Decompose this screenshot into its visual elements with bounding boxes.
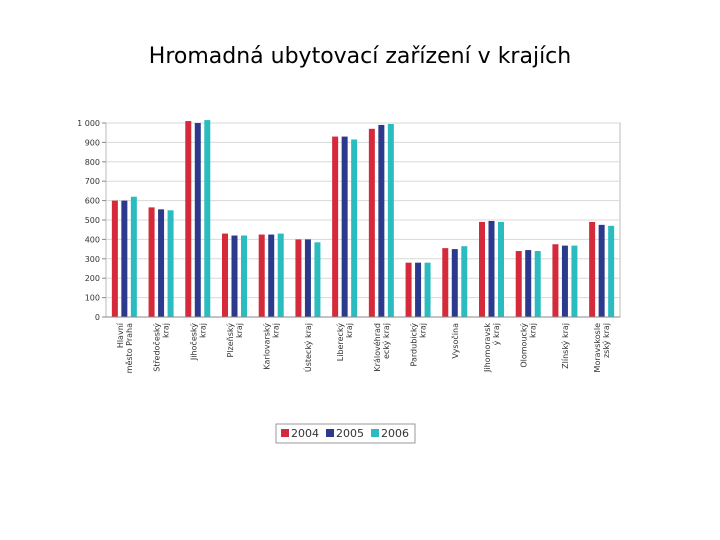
grid-lines [106,122,620,299]
bar-2005 [378,124,385,317]
category-label: Jihomoravsk [483,323,492,373]
legend-label: 2005 [336,427,364,440]
bar-2005 [415,262,422,317]
category-label: kraj [235,323,244,338]
bar-2006 [241,235,247,317]
bar-2006 [314,242,321,317]
category-label: ecký kraj [382,323,391,359]
bar-2005 [488,220,495,317]
bar-2006 [130,196,137,317]
category-label: Karlovarský [263,323,272,370]
bar-2006 [534,251,541,317]
bar-2004 [148,207,155,317]
category-label: kraj [272,323,281,338]
bar-2004 [332,136,339,317]
bar-2005 [194,123,201,317]
category-label: Moravskosle [593,323,602,373]
bars [111,120,615,317]
category-label: Ústecký kraj [302,323,313,372]
y-tick-label: 1 000 [77,119,100,128]
category-label: Olomoucký [520,323,529,368]
legend-label: 2004 [291,427,319,440]
bar-2006 [277,233,284,317]
category-label: kraj [529,323,538,338]
y-tick-label: 200 [85,274,100,283]
bar-2005 [158,209,165,317]
category-label: kraj [419,323,428,338]
category-label: Liberecký [336,323,345,361]
y-tick-label: 800 [85,158,100,167]
y-tick-label: 400 [85,235,100,244]
slide-title: Hromadná ubytovací zařízení v krajích [148,44,572,69]
bar-2004 [479,221,485,317]
category-label: Vysočina [450,323,460,359]
category-label: ý kraj [492,323,501,345]
category-label: Královéhrad [372,323,382,372]
bar-2004 [589,221,596,317]
category-label: zský kraj [602,323,611,358]
bar-2006 [387,123,394,317]
legend-swatch [371,429,379,437]
category-label: Jihočeský [188,323,198,361]
bar-2004 [405,262,412,317]
bar-2004 [222,233,228,317]
x-axis: Hlavní město Praha Středočeský kraj Jihočesk… [106,316,620,373]
bar-2004 [552,244,559,317]
category-label: Pardubický [410,323,419,367]
y-tick-label: 300 [85,255,100,264]
legend-label: 2006 [381,427,409,440]
category-label: kraj [162,323,171,338]
legend-swatch [326,429,334,437]
y-tick-label: 700 [85,177,100,186]
bar-2004 [111,200,118,317]
y-tick-label: 0 [95,313,100,322]
bar-2005 [304,239,311,317]
bar-2004 [185,121,192,317]
bar-2006 [167,210,174,317]
bar-2005 [525,250,532,317]
bar-2006 [204,120,211,317]
y-tick-label: 600 [85,197,100,206]
bar-2005 [268,234,275,317]
legend-swatch [281,429,289,437]
category-label: Zlínský kraj [561,323,570,369]
category-label: Hlavní [116,322,125,348]
bar-2004 [515,251,522,317]
bar-2006 [571,245,578,317]
bar-2005 [451,249,458,317]
bar-2005 [231,235,238,317]
category-label: Středočeský [152,323,162,372]
category-label: kraj [345,323,354,338]
bar-2006 [424,262,431,317]
bar-2005 [561,245,568,317]
category-label: město Praha [125,323,134,373]
bar-2006 [351,139,358,317]
bar-2006 [498,221,504,317]
y-tick-label: 500 [85,216,100,225]
bar-2004 [258,234,265,317]
y-axis: 0 100 200 300 400 500 600 700 800 900 1 000 [77,119,106,322]
category-label: Plzeňský [225,323,235,358]
bar-2005 [598,224,605,317]
bar-2006 [461,246,468,317]
category-label: kraj [198,323,207,338]
y-tick-label: 900 [85,138,100,147]
bar-2004 [442,248,449,317]
bar-2006 [608,225,615,317]
y-tick-label: 100 [85,294,100,303]
legend-box [275,423,416,444]
bar-2005 [341,136,348,317]
bar-2004 [295,239,302,317]
bar-2004 [368,128,375,317]
legend: 2004 2005 2006 [275,423,416,444]
bar-2005 [121,200,128,317]
